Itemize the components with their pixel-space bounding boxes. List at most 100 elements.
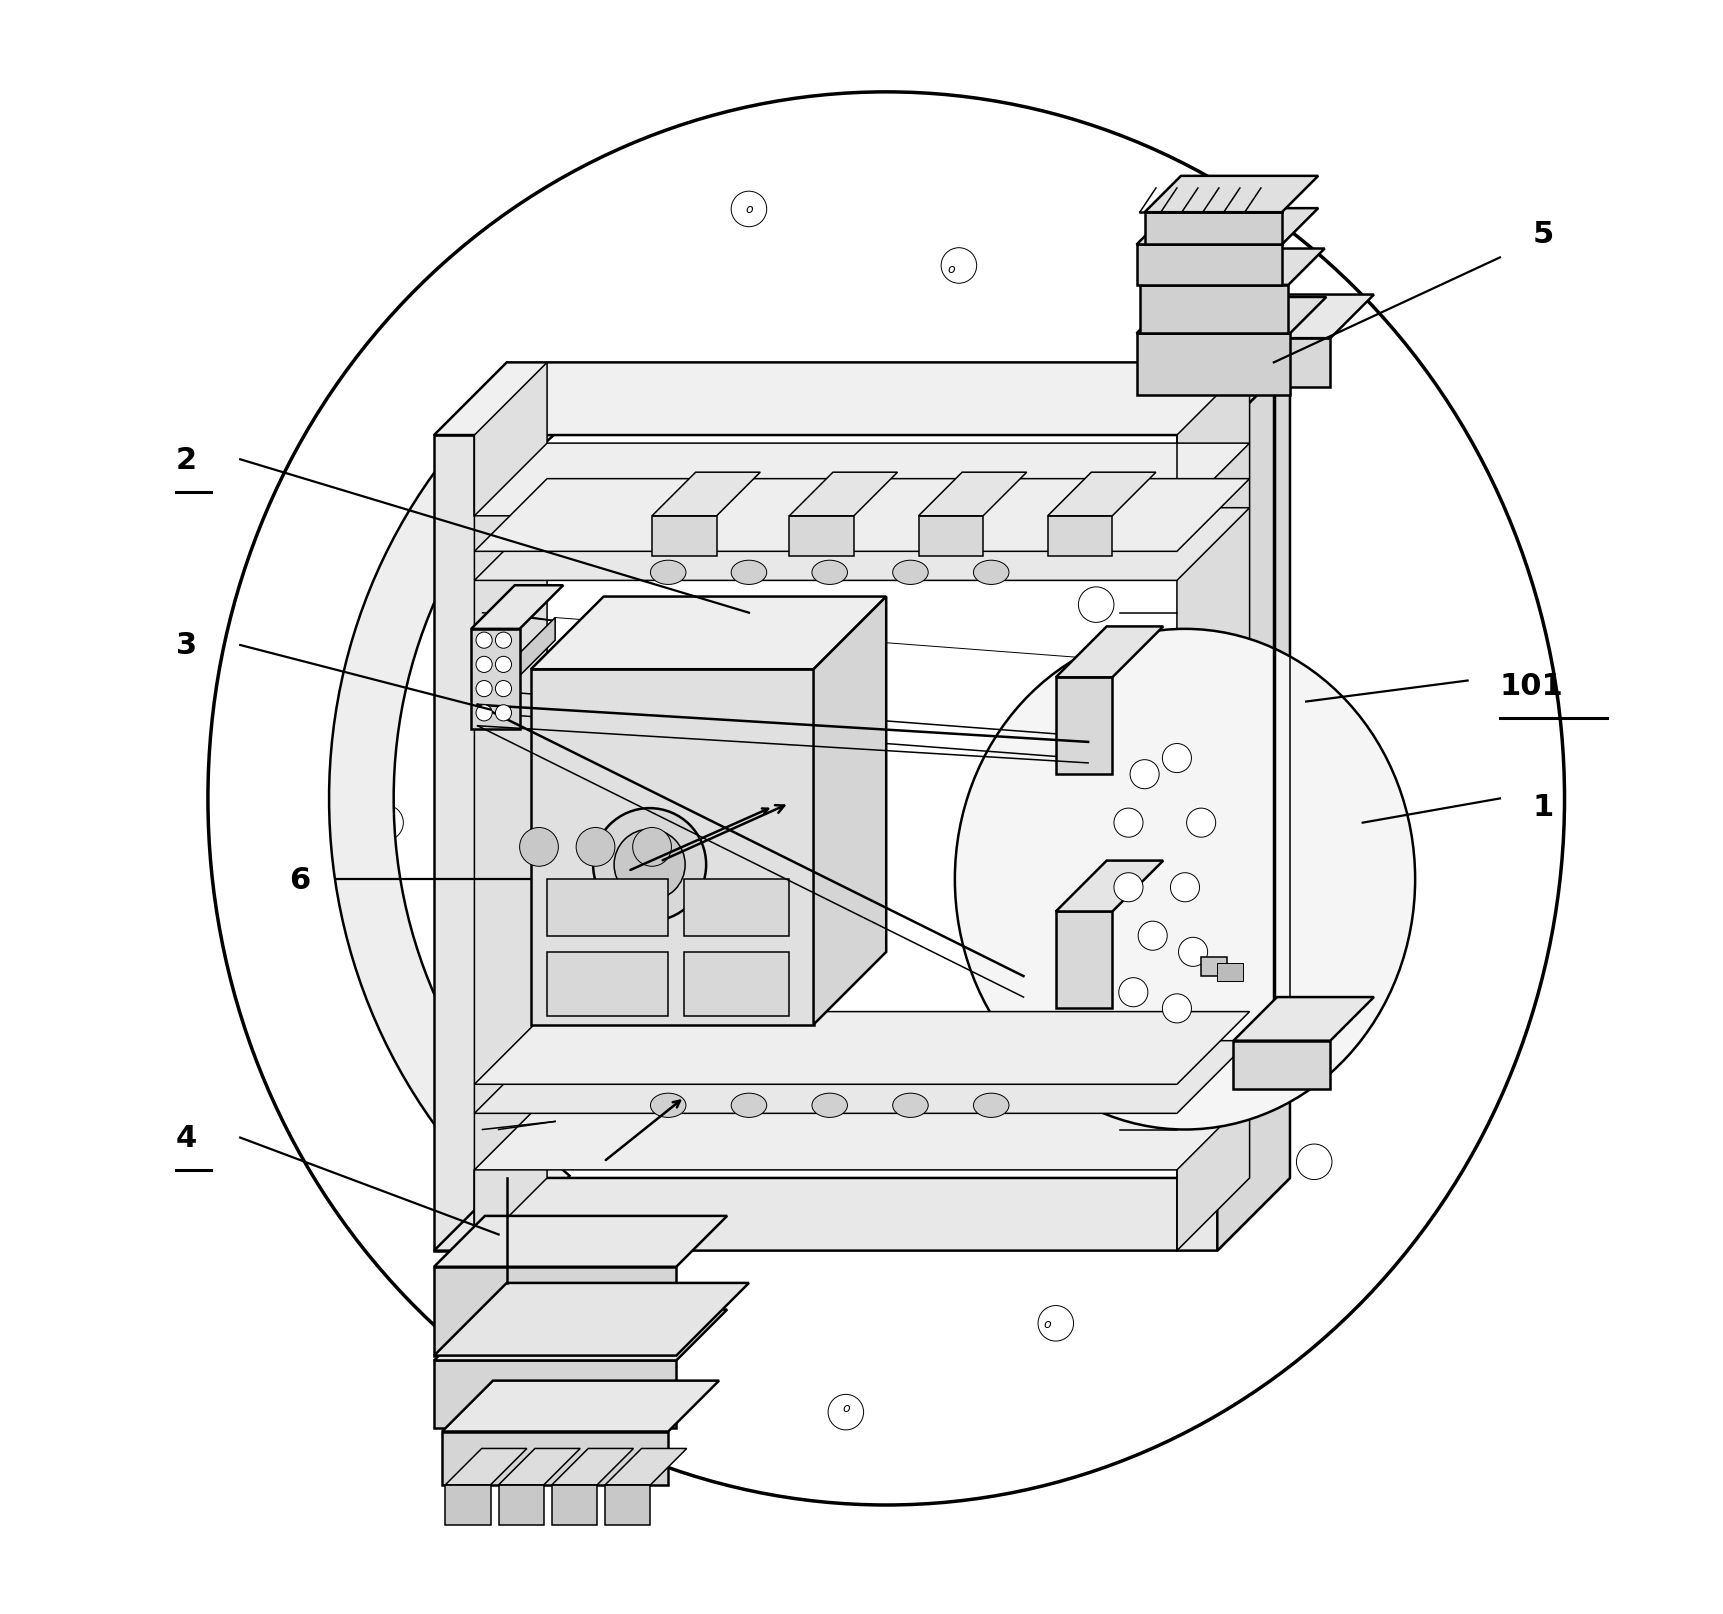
Polygon shape — [789, 473, 898, 516]
Ellipse shape — [973, 1094, 1008, 1119]
Polygon shape — [605, 1449, 686, 1485]
Polygon shape — [329, 373, 569, 1225]
Polygon shape — [918, 516, 982, 557]
Polygon shape — [1135, 210, 1318, 245]
Polygon shape — [1054, 912, 1111, 1009]
Ellipse shape — [955, 629, 1415, 1130]
Polygon shape — [789, 516, 853, 557]
Polygon shape — [1139, 250, 1323, 286]
Circle shape — [1185, 809, 1215, 838]
Circle shape — [495, 681, 512, 697]
Circle shape — [424, 1072, 460, 1107]
Polygon shape — [1054, 678, 1111, 775]
Text: o: o — [946, 263, 955, 276]
Circle shape — [575, 828, 615, 867]
Polygon shape — [498, 1485, 543, 1525]
Polygon shape — [434, 1267, 675, 1356]
Circle shape — [731, 192, 767, 228]
Circle shape — [1113, 873, 1142, 902]
Ellipse shape — [208, 94, 1563, 1504]
Polygon shape — [813, 597, 886, 1025]
Polygon shape — [531, 670, 813, 1025]
Polygon shape — [434, 436, 482, 1251]
Circle shape — [1118, 978, 1148, 1007]
Polygon shape — [434, 1217, 727, 1267]
Circle shape — [1113, 809, 1142, 838]
Circle shape — [476, 705, 491, 721]
Polygon shape — [684, 880, 789, 936]
Circle shape — [1179, 938, 1206, 967]
Bar — [1216, 964, 1242, 981]
Circle shape — [1161, 994, 1191, 1023]
Polygon shape — [434, 1283, 748, 1356]
Bar — [1201, 957, 1227, 976]
Text: 101: 101 — [1499, 671, 1563, 700]
Circle shape — [1130, 760, 1158, 789]
Circle shape — [1161, 744, 1191, 773]
Polygon shape — [1144, 213, 1282, 245]
Polygon shape — [551, 1449, 632, 1485]
Polygon shape — [470, 586, 563, 629]
Polygon shape — [1216, 363, 1289, 1251]
Polygon shape — [1135, 299, 1325, 334]
Polygon shape — [684, 952, 789, 1017]
Ellipse shape — [973, 562, 1008, 584]
Polygon shape — [441, 1432, 669, 1485]
Polygon shape — [474, 479, 1249, 552]
Ellipse shape — [731, 562, 767, 584]
Circle shape — [1296, 1144, 1332, 1180]
Polygon shape — [1139, 286, 1287, 334]
Ellipse shape — [812, 562, 848, 584]
Polygon shape — [445, 1449, 527, 1485]
Polygon shape — [1144, 178, 1318, 213]
Circle shape — [634, 1322, 670, 1357]
Polygon shape — [1054, 862, 1163, 912]
Circle shape — [827, 1394, 863, 1430]
Polygon shape — [474, 1012, 1249, 1085]
Ellipse shape — [812, 1094, 848, 1119]
Circle shape — [495, 633, 512, 649]
Circle shape — [495, 705, 512, 721]
Circle shape — [1170, 873, 1199, 902]
Polygon shape — [1232, 295, 1373, 339]
Circle shape — [1137, 922, 1166, 951]
Polygon shape — [546, 952, 669, 1017]
Ellipse shape — [893, 562, 927, 584]
Circle shape — [1287, 692, 1323, 728]
Circle shape — [613, 830, 684, 901]
Text: 3: 3 — [176, 631, 196, 660]
Polygon shape — [434, 1178, 1289, 1251]
Polygon shape — [651, 516, 717, 557]
Polygon shape — [474, 444, 1249, 516]
Text: o: o — [1309, 704, 1318, 717]
Ellipse shape — [893, 1094, 927, 1119]
Text: 2: 2 — [176, 445, 196, 475]
Text: o: o — [744, 203, 753, 216]
Polygon shape — [445, 1485, 491, 1525]
Circle shape — [1037, 1306, 1073, 1341]
Text: 4: 4 — [176, 1123, 196, 1152]
Circle shape — [941, 249, 977, 284]
Polygon shape — [546, 880, 669, 936]
Polygon shape — [1232, 997, 1373, 1041]
Text: o: o — [1044, 1317, 1051, 1330]
Polygon shape — [498, 1449, 581, 1485]
Polygon shape — [1135, 245, 1282, 286]
Circle shape — [632, 828, 670, 867]
Polygon shape — [1048, 516, 1111, 557]
Polygon shape — [441, 1380, 718, 1432]
Circle shape — [367, 805, 403, 841]
Circle shape — [495, 657, 512, 673]
Ellipse shape — [650, 562, 686, 584]
Polygon shape — [1232, 339, 1330, 387]
Polygon shape — [651, 473, 760, 516]
Polygon shape — [470, 629, 519, 730]
Circle shape — [1079, 587, 1113, 623]
Text: o: o — [841, 1401, 849, 1414]
Polygon shape — [474, 363, 546, 1251]
Polygon shape — [434, 1311, 727, 1361]
Text: 5: 5 — [1532, 220, 1552, 249]
Polygon shape — [474, 1041, 1249, 1114]
Ellipse shape — [650, 1094, 686, 1119]
Polygon shape — [434, 363, 1289, 436]
